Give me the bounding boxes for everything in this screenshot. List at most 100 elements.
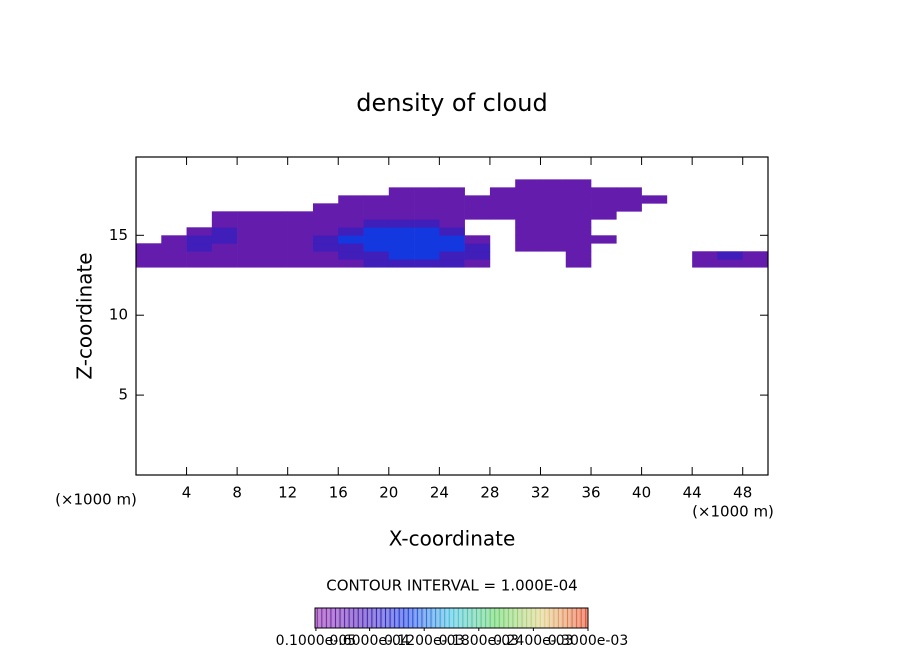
contour-cell (565, 259, 592, 268)
contour-cell (262, 219, 288, 228)
contour-cell (414, 243, 440, 252)
contour-cell (312, 227, 339, 236)
contour-cell (439, 211, 465, 220)
contour-cell (338, 227, 364, 236)
contour-cell (363, 203, 390, 212)
contour-cell (565, 243, 592, 252)
contour-cell (742, 259, 769, 268)
contour-cell (489, 187, 516, 196)
contour-cell (540, 227, 567, 236)
contour-cell (338, 211, 364, 220)
y-axis-label: Z-coordinate (73, 252, 97, 379)
contour-cell (464, 211, 491, 220)
contour-cell (515, 179, 541, 188)
contour-cell (312, 219, 339, 228)
contour-interval: CONTOUR INTERVAL = 1.000E-04 (326, 577, 577, 595)
contour-cell (211, 211, 238, 220)
contour-cell (565, 211, 592, 220)
contour-cell (515, 227, 541, 236)
contour-cell (262, 251, 288, 260)
colorbar-tick-label: 0.2400e-03 (493, 633, 573, 649)
contour-cell (363, 259, 390, 268)
contour-cell (565, 195, 592, 204)
contour-cell (186, 227, 213, 236)
contour-cell (388, 211, 415, 220)
colorbar-tick-label: 0.3000e-03 (548, 633, 628, 649)
x-tick-label: 8 (232, 484, 242, 502)
contour-cell (338, 259, 364, 268)
contour-cell (464, 195, 491, 204)
contour-cell (414, 211, 440, 220)
contour-cell (388, 195, 415, 204)
contour-cell (338, 235, 364, 244)
contour-cell (262, 259, 288, 268)
contour-cell (312, 203, 339, 212)
colorbar-tick-label: 0.1000e-05 (276, 633, 356, 649)
contour-cell (515, 243, 541, 252)
contour-cell (565, 251, 592, 260)
x-tick-label: 48 (733, 484, 752, 502)
contour-cell (464, 251, 491, 260)
contour-cell (186, 235, 213, 244)
contour-cell (515, 195, 541, 204)
contour-cell (717, 251, 744, 260)
contour-cell (565, 235, 592, 244)
contour-cell (591, 211, 617, 220)
contour-cell (287, 251, 314, 260)
contour-cell (388, 243, 415, 252)
contour-cell (388, 187, 415, 196)
contour-cell (186, 259, 213, 268)
contour-cell (262, 211, 288, 220)
y-unit: (×1000 m) (55, 491, 137, 509)
contour-cell (439, 259, 465, 268)
contour-cell (464, 203, 491, 212)
contour-cell (287, 243, 314, 252)
contour-cell (211, 235, 238, 244)
x-tick-label: 40 (632, 484, 651, 502)
contour-cell (565, 187, 592, 196)
contour-cell (489, 195, 516, 204)
contour-cell (388, 259, 415, 268)
contour-cell (363, 227, 390, 236)
chart-title: density of cloud (356, 89, 547, 117)
contour-cell (515, 235, 541, 244)
contour-cell (363, 235, 390, 244)
contour-cell (237, 219, 263, 228)
contour-cell (540, 179, 567, 188)
contour-cell (414, 259, 440, 268)
contour-cell (287, 227, 314, 236)
contour-cell (540, 235, 567, 244)
contour-cell (414, 227, 440, 236)
contour-cell (237, 211, 263, 220)
contour-cell (388, 235, 415, 244)
contour-cell (262, 235, 288, 244)
x-tick-label: 4 (182, 484, 192, 502)
contour-cell (211, 251, 238, 260)
colorbar-frame (314, 607, 589, 629)
contour-cell (161, 251, 187, 260)
contour-cell (489, 203, 516, 212)
contour-cell (540, 203, 567, 212)
plot-frame (135, 156, 769, 476)
colorbar-tick-label: 0.1800e-03 (439, 633, 519, 649)
contour-cell (338, 195, 364, 204)
x-tick-label: 12 (278, 484, 297, 502)
y-tick-label: 10 (109, 306, 128, 324)
contour-cell (136, 259, 162, 268)
contour-cell (515, 219, 541, 228)
contour-cell (439, 227, 465, 236)
contour-cell (540, 211, 567, 220)
contour-cell (136, 251, 162, 260)
contour-cell (692, 259, 718, 268)
contour-cell (211, 219, 238, 228)
contour-cell (414, 203, 440, 212)
contour-cell (742, 251, 769, 260)
contour-cell (136, 243, 162, 252)
contour-cell (515, 211, 541, 220)
contour-cell (565, 227, 592, 236)
contour-cell (363, 211, 390, 220)
contour-cell (439, 203, 465, 212)
contour-cell (464, 243, 491, 252)
contour-cell (338, 243, 364, 252)
